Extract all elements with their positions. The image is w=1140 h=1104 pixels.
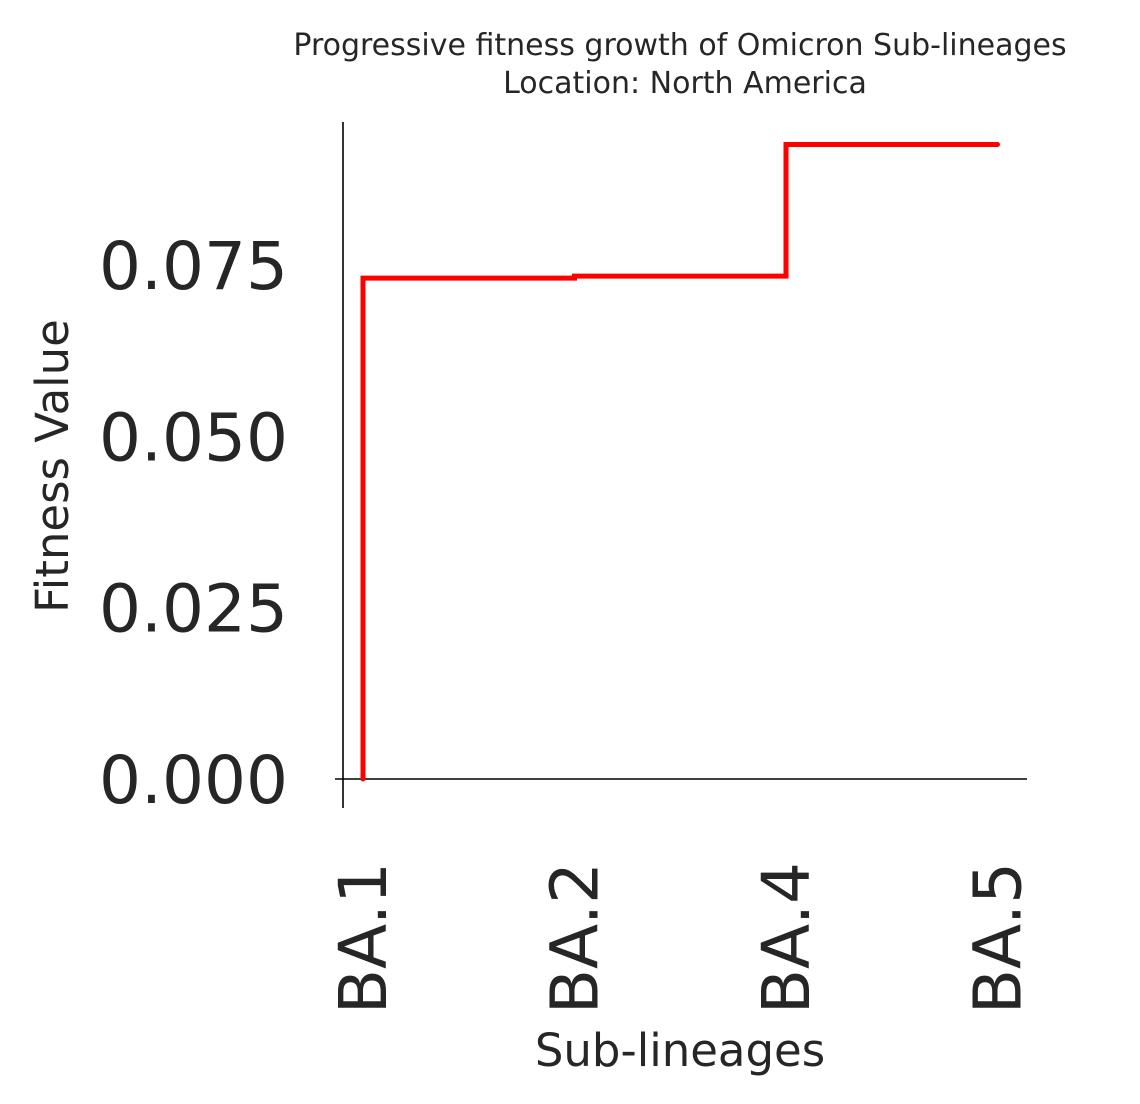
series-group	[360, 142, 1000, 782]
x-tick-label: BA.1	[325, 862, 402, 1014]
y-tick-labels: 0.000 0.025 0.050 0.075	[99, 228, 288, 819]
y-axis-label: Fitness Value	[26, 319, 79, 613]
y-tick-label: 0.075	[99, 228, 288, 305]
chart-title-line-1: Progressive fitness growth of Omicron Su…	[293, 28, 1066, 63]
x-tick-label: BA.5	[960, 862, 1037, 1014]
x-axis-label: Sub-lineages	[535, 1024, 825, 1077]
x-tick-labels: BA.1 BA.2 BA.4 BA.5	[325, 862, 1037, 1014]
x-tick-label: BA.4	[748, 862, 825, 1014]
series-line	[360, 142, 1000, 782]
y-tick-label: 0.050	[99, 399, 288, 476]
chart-title-line-2: Location: North America	[503, 66, 867, 101]
x-tick-label: BA.2	[537, 862, 614, 1014]
y-tick-label: 0.000	[99, 742, 288, 819]
y-tick-label: 0.025	[99, 571, 288, 648]
